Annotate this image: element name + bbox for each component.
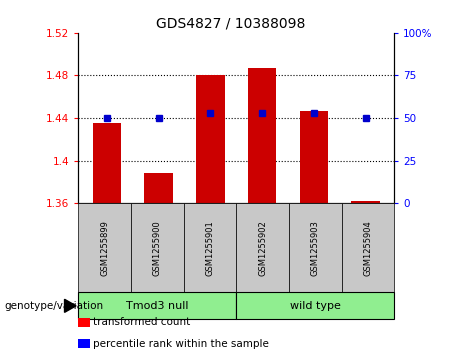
Text: percentile rank within the sample: percentile rank within the sample <box>93 339 269 349</box>
Text: GSM1255904: GSM1255904 <box>363 220 372 276</box>
Text: GSM1255900: GSM1255900 <box>153 220 162 276</box>
Bar <box>93 123 121 203</box>
Text: Tmod3 null: Tmod3 null <box>126 301 189 311</box>
Text: GSM1255899: GSM1255899 <box>100 220 109 276</box>
Bar <box>144 174 173 203</box>
Text: GSM1255902: GSM1255902 <box>258 220 267 276</box>
Text: GSM1255903: GSM1255903 <box>311 220 320 276</box>
Text: wild type: wild type <box>290 301 341 311</box>
Text: genotype/variation: genotype/variation <box>5 301 104 311</box>
Text: GSM1255901: GSM1255901 <box>206 220 214 276</box>
Bar <box>351 201 380 203</box>
Bar <box>300 110 328 203</box>
Text: GDS4827 / 10388098: GDS4827 / 10388098 <box>156 16 305 30</box>
Bar <box>248 68 277 203</box>
Text: transformed count: transformed count <box>93 317 190 327</box>
Bar <box>196 76 225 203</box>
